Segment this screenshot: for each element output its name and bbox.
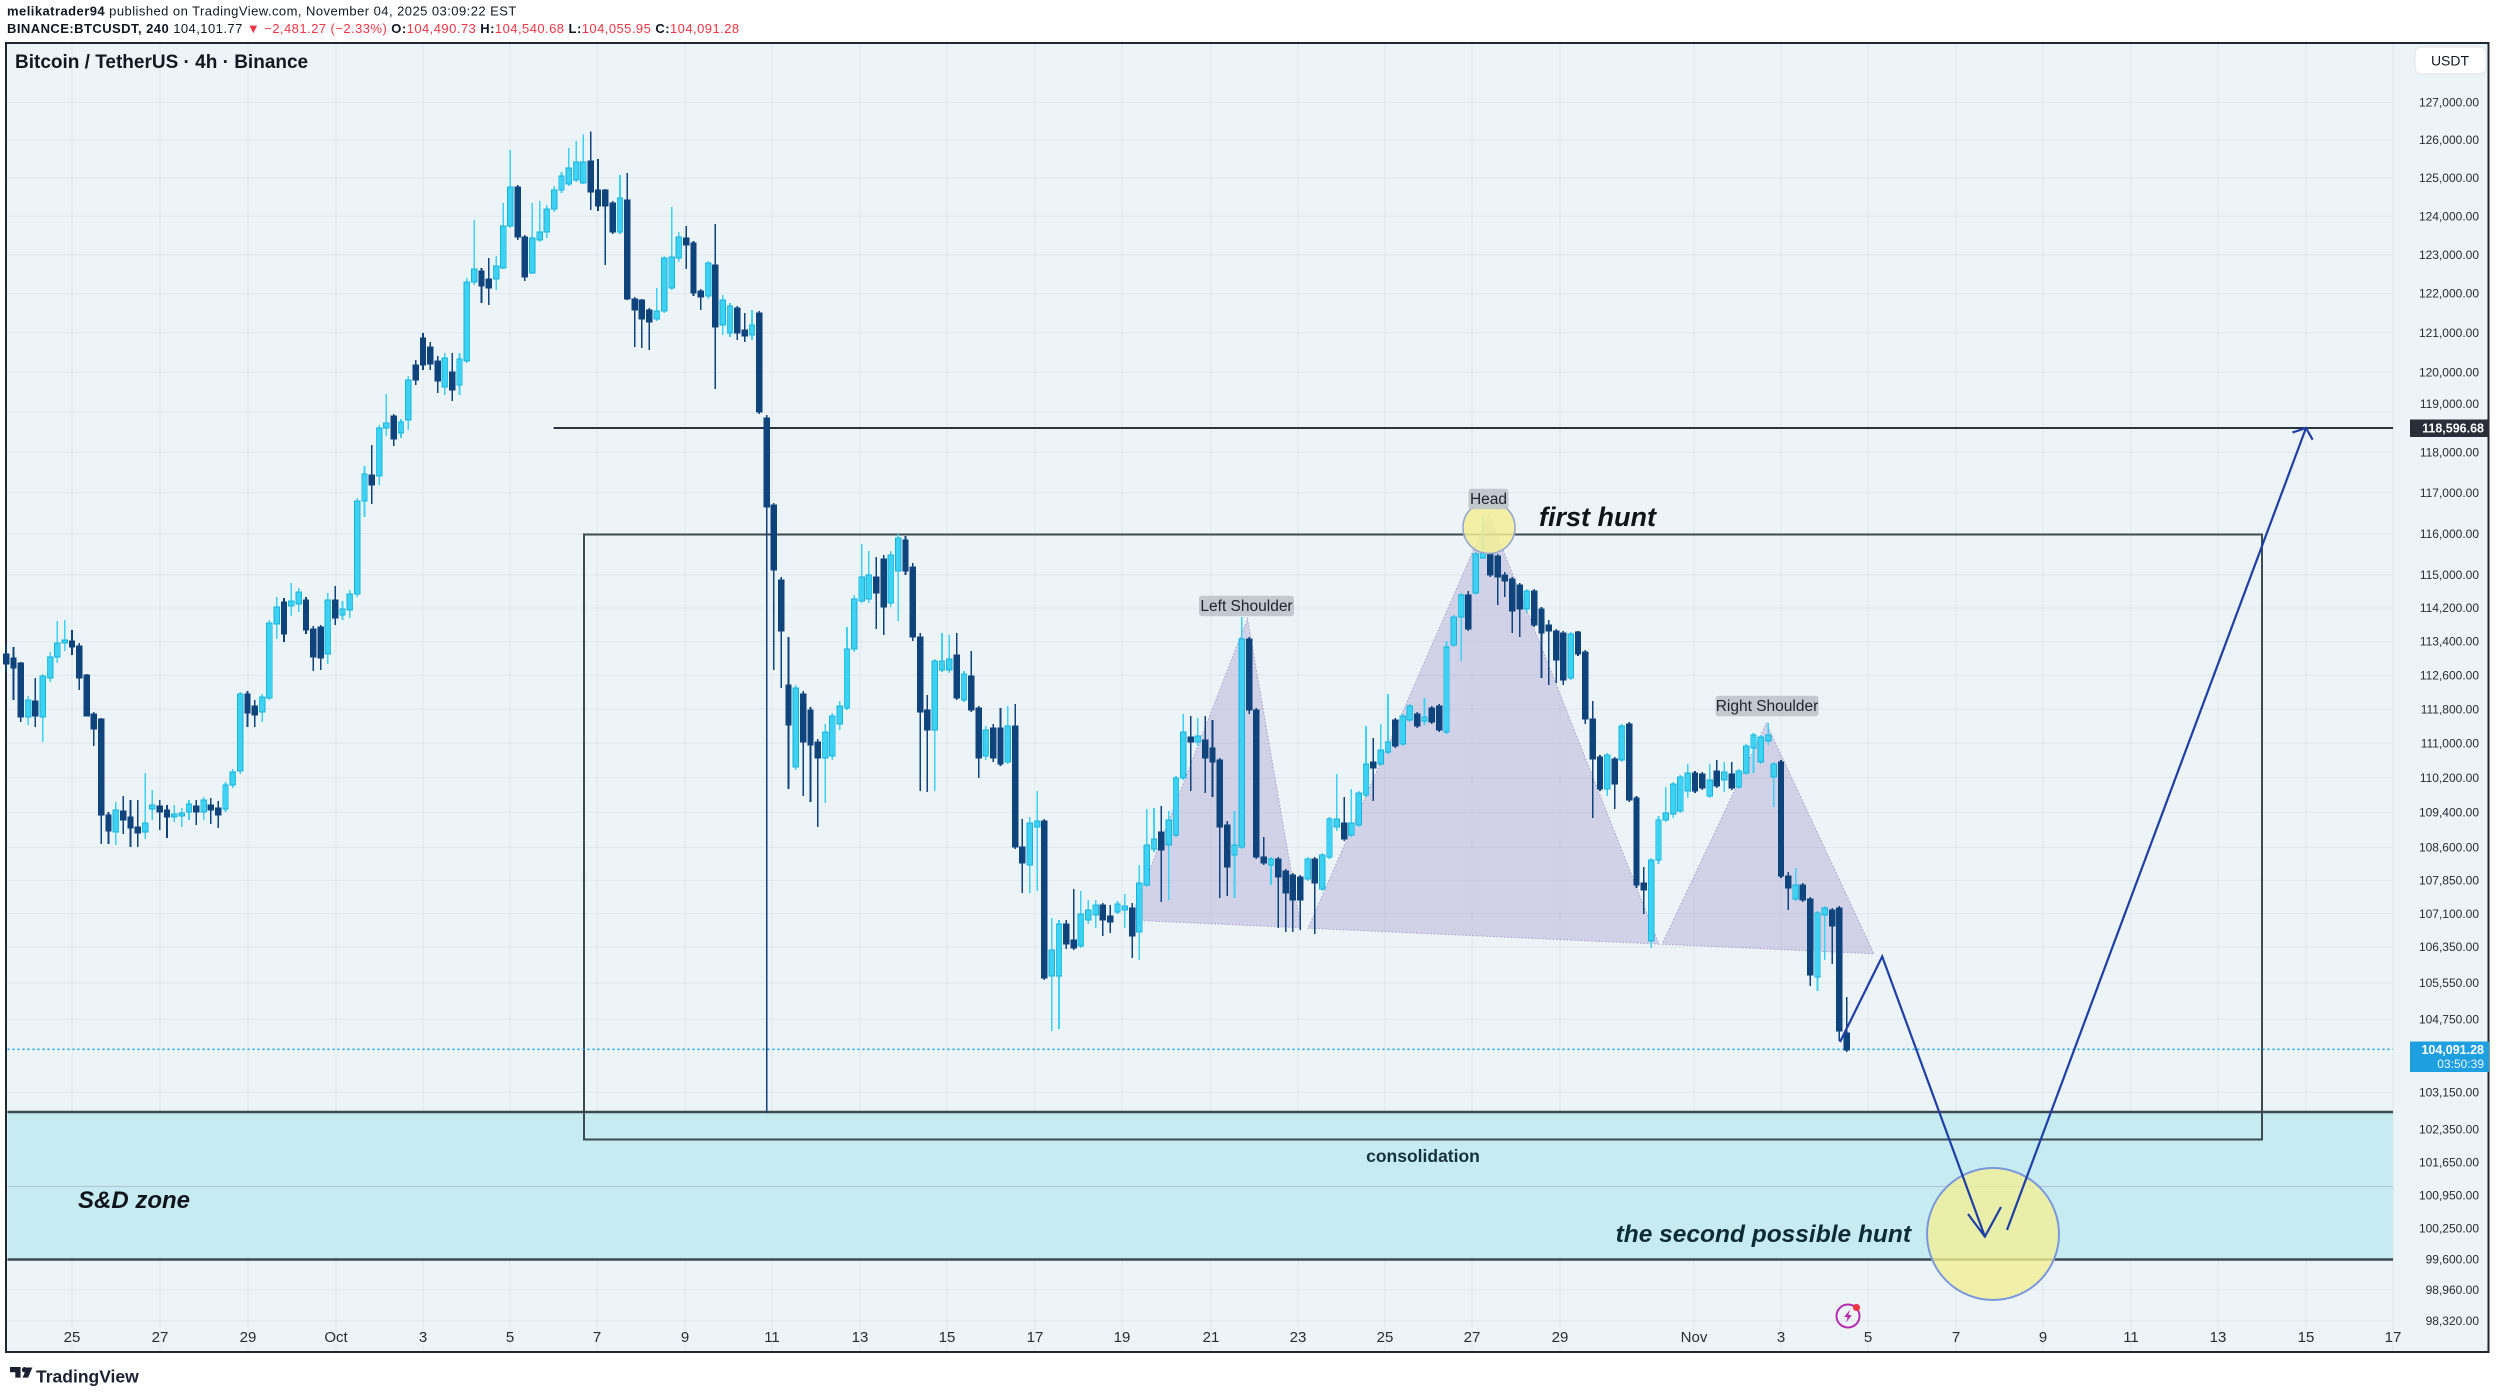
svg-text:TradingView: TradingView (36, 1367, 139, 1387)
svg-text:105,550.00: 105,550.00 (2419, 976, 2479, 990)
svg-text:11: 11 (764, 1329, 780, 1346)
svg-text:110,200.00: 110,200.00 (2420, 771, 2479, 785)
svg-text:Head: Head (1470, 491, 1507, 508)
svg-text:27: 27 (152, 1329, 169, 1346)
svg-text:29: 29 (1552, 1329, 1569, 1346)
svg-text:3: 3 (419, 1329, 427, 1346)
svg-text:15: 15 (939, 1329, 956, 1346)
svg-text:Right Shoulder: Right Shoulder (1716, 698, 1819, 715)
svg-text:9: 9 (2039, 1329, 2047, 1346)
svg-text:114,200.00: 114,200.00 (2420, 601, 2479, 615)
svg-text:104,750.00: 104,750.00 (2419, 1012, 2479, 1026)
svg-text:101,650.00: 101,650.00 (2419, 1155, 2479, 1169)
svg-text:03:50:39: 03:50:39 (2437, 1057, 2484, 1071)
svg-text:119,000.00: 119,000.00 (2420, 397, 2479, 411)
svg-text:111,800.00: 111,800.00 (2421, 702, 2480, 716)
svg-text:118,000.00: 118,000.00 (2420, 445, 2479, 459)
svg-text:98,960.00: 98,960.00 (2426, 1283, 2480, 1297)
svg-text:126,000.00: 126,000.00 (2419, 133, 2479, 147)
svg-text:5: 5 (506, 1329, 514, 1346)
svg-text:21: 21 (1203, 1329, 1220, 1346)
svg-text:Left Shoulder: Left Shoulder (1200, 598, 1292, 615)
svg-text:Oct: Oct (324, 1329, 348, 1346)
svg-text:first hunt: first hunt (1539, 502, 1657, 532)
svg-text:115,000.00: 115,000.00 (2420, 568, 2479, 582)
svg-text:104,091.28: 104,091.28 (2421, 1043, 2484, 1057)
svg-text:13: 13 (852, 1329, 869, 1346)
svg-text:consolidation: consolidation (1366, 1146, 1480, 1166)
svg-text:7: 7 (593, 1329, 601, 1346)
svg-text:103,150.00: 103,150.00 (2419, 1086, 2479, 1100)
svg-text:25: 25 (1377, 1329, 1394, 1346)
svg-text:25: 25 (64, 1329, 81, 1346)
svg-text:99,600.00: 99,600.00 (2426, 1252, 2480, 1266)
svg-text:17: 17 (2385, 1329, 2402, 1346)
svg-text:11: 11 (2123, 1329, 2139, 1346)
svg-text:100,950.00: 100,950.00 (2419, 1188, 2479, 1202)
svg-text:121,000.00: 121,000.00 (2419, 326, 2479, 340)
svg-text:100,250.00: 100,250.00 (2419, 1221, 2479, 1235)
svg-text:122,000.00: 122,000.00 (2419, 287, 2479, 301)
svg-text:111,000.00: 111,000.00 (2421, 737, 2480, 751)
svg-text:23: 23 (1290, 1329, 1307, 1346)
svg-text:Bitcoin / TetherUS · 4h · Bina: Bitcoin / TetherUS · 4h · Binance (15, 52, 308, 73)
svg-text:120,000.00: 120,000.00 (2419, 365, 2479, 379)
svg-text:113,400.00: 113,400.00 (2420, 635, 2479, 649)
svg-text:112,600.00: 112,600.00 (2420, 668, 2479, 682)
svg-text:7: 7 (1952, 1329, 1960, 1346)
svg-text:USDT: USDT (2431, 53, 2470, 69)
svg-text:108,600.00: 108,600.00 (2419, 841, 2479, 855)
svg-text:Nov: Nov (1681, 1329, 1708, 1346)
svg-text:124,000.00: 124,000.00 (2419, 209, 2479, 223)
svg-text:107,850.00: 107,850.00 (2419, 874, 2479, 888)
svg-text:5: 5 (1864, 1329, 1872, 1346)
svg-text:27: 27 (1464, 1329, 1481, 1346)
svg-text:BINANCE:BTCUSDT, 240 104,101.: BINANCE:BTCUSDT, 240 104,101.77 ▼ −2,481… (7, 21, 740, 36)
svg-text:15: 15 (2298, 1329, 2315, 1346)
svg-text:melikatrader94 published on Tr: melikatrader94 published on TradingView.… (7, 4, 517, 19)
svg-text:116,000.00: 116,000.00 (2420, 527, 2479, 541)
svg-text:106,350.00: 106,350.00 (2419, 940, 2479, 954)
svg-text:3: 3 (1777, 1329, 1785, 1346)
svg-text:9: 9 (681, 1329, 689, 1346)
svg-text:17: 17 (1027, 1329, 1044, 1346)
svg-text:S&D zone: S&D zone (78, 1187, 190, 1214)
svg-text:107,100.00: 107,100.00 (2419, 907, 2479, 921)
svg-text:127,000.00: 127,000.00 (2419, 96, 2479, 110)
svg-text:29: 29 (240, 1329, 257, 1346)
svg-text:19: 19 (1114, 1329, 1131, 1346)
svg-text:125,000.00: 125,000.00 (2419, 171, 2479, 185)
svg-text:98,320.00: 98,320.00 (2426, 1314, 2480, 1328)
svg-text:117,000.00: 117,000.00 (2420, 486, 2479, 500)
svg-text:the second possible hunt: the second possible hunt (1616, 1221, 1912, 1248)
svg-text:102,350.00: 102,350.00 (2419, 1123, 2479, 1137)
svg-text:13: 13 (2210, 1329, 2227, 1346)
svg-text:109,400.00: 109,400.00 (2419, 806, 2479, 820)
svg-text:118,596.68: 118,596.68 (2422, 422, 2484, 436)
svg-text:123,000.00: 123,000.00 (2419, 248, 2479, 262)
